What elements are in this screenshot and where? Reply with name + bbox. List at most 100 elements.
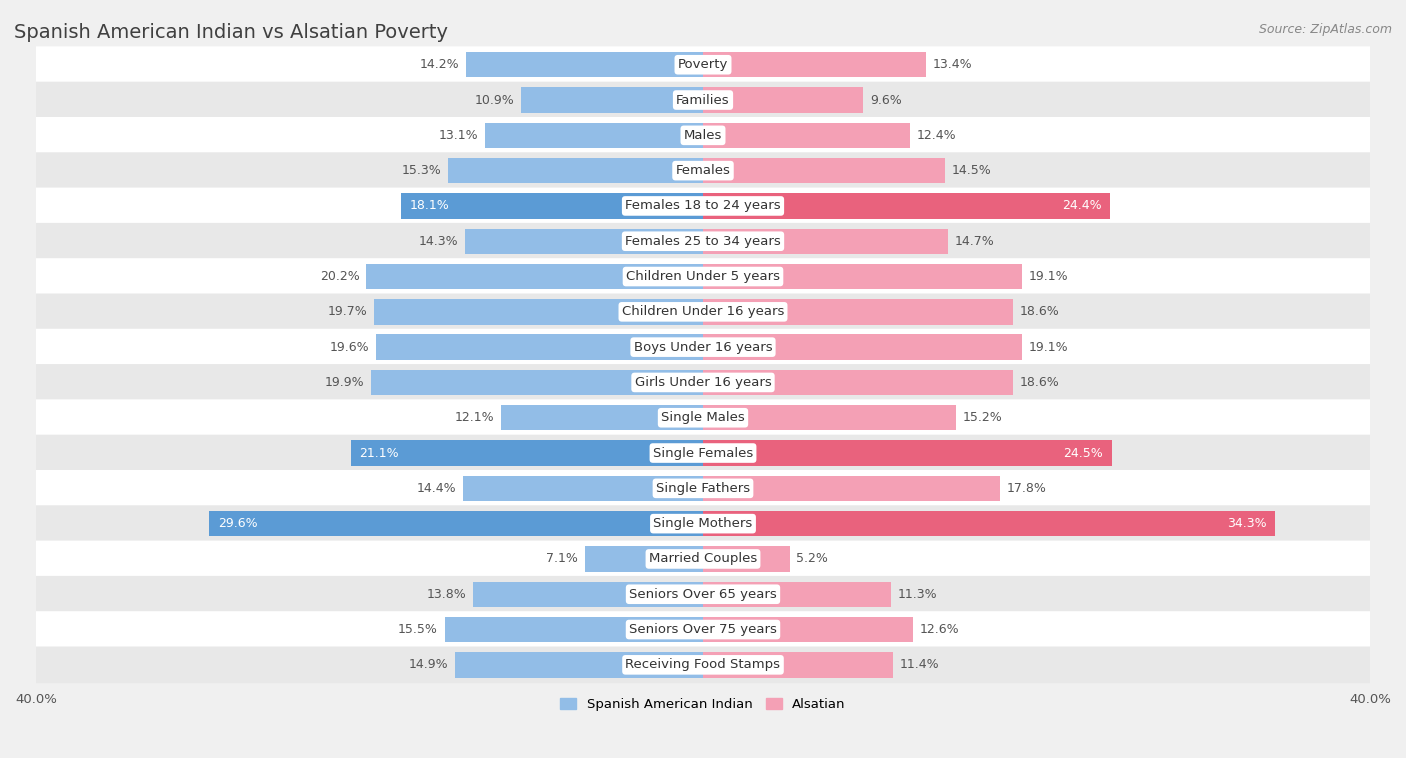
Bar <box>703 617 912 642</box>
Bar <box>703 264 1022 290</box>
Bar <box>374 299 703 324</box>
Bar <box>703 581 891 607</box>
Bar <box>501 405 703 431</box>
FancyBboxPatch shape <box>35 46 1371 83</box>
Bar <box>703 440 1112 465</box>
FancyBboxPatch shape <box>35 611 1371 648</box>
Bar <box>352 440 703 465</box>
Text: 20.2%: 20.2% <box>319 270 360 283</box>
Bar <box>209 511 703 537</box>
Text: 18.6%: 18.6% <box>1019 376 1060 389</box>
Text: 34.3%: 34.3% <box>1227 517 1267 530</box>
Bar <box>703 370 1014 395</box>
Legend: Spanish American Indian, Alsatian: Spanish American Indian, Alsatian <box>555 692 851 716</box>
FancyBboxPatch shape <box>35 506 1371 542</box>
Text: Families: Families <box>676 93 730 107</box>
Text: 14.4%: 14.4% <box>416 482 456 495</box>
FancyBboxPatch shape <box>35 576 1371 612</box>
Bar <box>703 405 956 431</box>
Bar <box>703 475 1000 501</box>
Bar <box>703 158 945 183</box>
Bar <box>377 334 703 360</box>
Text: 17.8%: 17.8% <box>1007 482 1046 495</box>
Text: Seniors Over 65 years: Seniors Over 65 years <box>628 587 778 601</box>
Text: 14.9%: 14.9% <box>408 659 449 672</box>
Bar <box>703 193 1109 218</box>
FancyBboxPatch shape <box>35 399 1371 436</box>
Bar <box>472 581 703 607</box>
Text: 14.5%: 14.5% <box>952 164 991 177</box>
Text: 12.6%: 12.6% <box>920 623 959 636</box>
Bar <box>703 299 1014 324</box>
Text: 14.2%: 14.2% <box>420 58 460 71</box>
Text: Seniors Over 75 years: Seniors Over 75 years <box>628 623 778 636</box>
Bar <box>522 87 703 113</box>
Text: 29.6%: 29.6% <box>218 517 257 530</box>
FancyBboxPatch shape <box>35 117 1371 154</box>
Bar <box>703 123 910 148</box>
FancyBboxPatch shape <box>35 647 1371 683</box>
Text: 19.9%: 19.9% <box>325 376 364 389</box>
Text: 24.5%: 24.5% <box>1063 446 1104 459</box>
Text: 10.9%: 10.9% <box>475 93 515 107</box>
Text: 11.3%: 11.3% <box>898 587 938 601</box>
Text: 19.7%: 19.7% <box>328 305 368 318</box>
Bar <box>703 652 893 678</box>
Bar <box>467 52 703 77</box>
FancyBboxPatch shape <box>35 258 1371 295</box>
Text: 15.3%: 15.3% <box>402 164 441 177</box>
Text: 15.2%: 15.2% <box>963 412 1002 424</box>
Bar <box>401 193 703 218</box>
Bar <box>449 158 703 183</box>
Text: 12.4%: 12.4% <box>917 129 956 142</box>
Text: Married Couples: Married Couples <box>650 553 756 565</box>
FancyBboxPatch shape <box>35 293 1371 330</box>
Bar <box>463 475 703 501</box>
Text: 7.1%: 7.1% <box>546 553 578 565</box>
Text: Source: ZipAtlas.com: Source: ZipAtlas.com <box>1258 23 1392 36</box>
Text: Females: Females <box>675 164 731 177</box>
Text: Spanish American Indian vs Alsatian Poverty: Spanish American Indian vs Alsatian Pove… <box>14 23 449 42</box>
Text: 9.6%: 9.6% <box>870 93 901 107</box>
Text: 15.5%: 15.5% <box>398 623 437 636</box>
FancyBboxPatch shape <box>35 82 1371 118</box>
FancyBboxPatch shape <box>35 329 1371 365</box>
Text: 18.6%: 18.6% <box>1019 305 1060 318</box>
FancyBboxPatch shape <box>35 470 1371 506</box>
Text: 14.3%: 14.3% <box>418 235 458 248</box>
Text: 19.6%: 19.6% <box>330 340 370 354</box>
Text: 11.4%: 11.4% <box>900 659 939 672</box>
Text: Females 25 to 34 years: Females 25 to 34 years <box>626 235 780 248</box>
Text: Poverty: Poverty <box>678 58 728 71</box>
FancyBboxPatch shape <box>35 187 1371 224</box>
Text: 18.1%: 18.1% <box>409 199 450 212</box>
Text: Females 18 to 24 years: Females 18 to 24 years <box>626 199 780 212</box>
Text: 13.4%: 13.4% <box>934 58 973 71</box>
Text: 19.1%: 19.1% <box>1028 270 1067 283</box>
Text: 24.4%: 24.4% <box>1062 199 1101 212</box>
FancyBboxPatch shape <box>35 434 1371 471</box>
Text: Children Under 16 years: Children Under 16 years <box>621 305 785 318</box>
Bar <box>454 652 703 678</box>
Bar <box>444 617 703 642</box>
Bar <box>371 370 703 395</box>
Bar <box>703 334 1022 360</box>
Bar <box>703 511 1275 537</box>
Bar <box>703 52 927 77</box>
FancyBboxPatch shape <box>35 540 1371 578</box>
Text: 21.1%: 21.1% <box>360 446 399 459</box>
FancyBboxPatch shape <box>35 223 1371 259</box>
Text: Single Females: Single Females <box>652 446 754 459</box>
Bar <box>703 547 790 572</box>
Text: Girls Under 16 years: Girls Under 16 years <box>634 376 772 389</box>
Text: 13.1%: 13.1% <box>439 129 478 142</box>
Bar <box>703 87 863 113</box>
Bar <box>366 264 703 290</box>
Bar <box>464 228 703 254</box>
Text: Males: Males <box>683 129 723 142</box>
Text: Single Males: Single Males <box>661 412 745 424</box>
Text: 12.1%: 12.1% <box>456 412 495 424</box>
FancyBboxPatch shape <box>35 364 1371 401</box>
Text: Boys Under 16 years: Boys Under 16 years <box>634 340 772 354</box>
Bar <box>703 228 948 254</box>
